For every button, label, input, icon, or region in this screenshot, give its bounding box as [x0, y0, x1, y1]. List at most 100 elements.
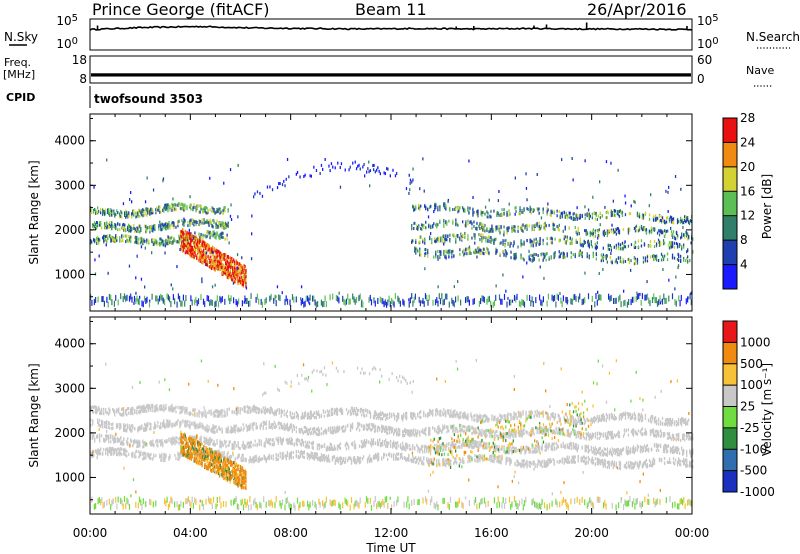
power-panel-cell — [473, 234, 475, 238]
power-panel-cell — [224, 253, 226, 256]
power-panel-cell — [347, 293, 349, 300]
velocity-panel-cell — [150, 439, 152, 443]
power-panel-cell — [408, 301, 410, 308]
power-panel-cell — [152, 227, 154, 231]
power-panel-cell — [413, 222, 415, 225]
power-panel-cell — [472, 196, 474, 199]
power-panel-cell — [212, 207, 214, 211]
velocity-panel-cell — [103, 437, 105, 441]
power-panel-cell — [111, 227, 113, 231]
power-panel-cell — [459, 206, 461, 210]
power-panel-cell — [113, 212, 115, 215]
power-panel-cell — [152, 211, 154, 215]
power-panel-cell — [667, 190, 669, 194]
velocity-panel-cell — [134, 452, 136, 456]
power-panel-cell — [139, 209, 141, 213]
power-panel-cell — [121, 239, 123, 243]
power-panel-cell — [204, 259, 207, 263]
velocity-panel-cell — [213, 414, 215, 418]
velocity-panel-cell — [127, 423, 129, 427]
power-panel-cell — [505, 289, 507, 293]
power-panel-cell — [564, 215, 566, 219]
power-panel-cell — [596, 241, 598, 245]
velocity-panel-cell — [127, 425, 129, 429]
power-panel-cell — [581, 214, 583, 218]
velocity-panel-cell — [105, 408, 107, 412]
power-panel-cell — [227, 255, 229, 259]
power-panel-cell — [276, 285, 279, 289]
power-panel-cell — [476, 221, 478, 225]
power-panel-cell — [517, 226, 519, 230]
power-panel-cell — [169, 208, 171, 212]
power-panel-cell — [478, 233, 480, 237]
power-panel-cell — [142, 214, 144, 218]
velocity-panel-cell — [97, 451, 99, 455]
power-panel-cell — [335, 295, 337, 301]
power-panel-cell — [183, 205, 185, 208]
power-panel-cell — [599, 211, 601, 215]
power-panel-cell — [190, 245, 193, 249]
power-panel-cell — [531, 254, 533, 258]
power-panel-cell — [584, 213, 586, 217]
velocity-panel-cell — [129, 442, 131, 446]
power-panel-cell — [188, 228, 190, 232]
power-panel-cell — [134, 229, 136, 233]
power-panel-cell — [386, 301, 388, 308]
power-panel-cell — [581, 244, 583, 248]
power-panel-cell — [197, 243, 200, 246]
power-panel-cell — [605, 254, 607, 258]
velocity-panel-cell — [148, 404, 150, 408]
power-panel-cell — [281, 183, 284, 187]
power-panel-cell — [192, 218, 194, 222]
power-panel-cell — [143, 295, 146, 302]
power-panel-cell — [508, 209, 510, 213]
power-panel-cell — [661, 231, 664, 235]
power-panel-cell — [554, 227, 556, 231]
power-panel-cell — [128, 211, 130, 215]
power-panel-cell — [213, 230, 215, 234]
power-panel-cell — [457, 223, 459, 227]
power-panel-cell — [499, 252, 501, 256]
power-panel-cell — [214, 235, 216, 239]
velocity-panel-cell — [128, 411, 130, 415]
power-panel-cell — [339, 166, 341, 169]
power-panel-cell — [222, 263, 224, 267]
power-panel-cell — [528, 249, 530, 253]
power-panel-cell — [453, 301, 455, 308]
power-panel-cell — [220, 266, 222, 270]
power-panel-cell — [195, 243, 197, 247]
velocity-panel-cell — [154, 425, 156, 429]
power-panel-cell — [103, 239, 105, 243]
power-panel-cell — [128, 264, 131, 268]
power-panel-cell — [581, 242, 583, 246]
velocity-panel-cell — [125, 409, 127, 412]
power-panel-cell — [501, 298, 503, 305]
power-panel-cell — [186, 236, 188, 240]
velocity-panel-cell — [103, 447, 105, 451]
power-panel-cell — [194, 237, 196, 241]
power-panel-cell — [452, 249, 454, 253]
power-panel-cell — [160, 293, 162, 300]
velocity-panel-cell — [149, 427, 151, 431]
power-panel-cell — [570, 298, 572, 305]
velocity-panel-cell — [152, 439, 154, 443]
power-panel-cell — [590, 240, 592, 244]
velocity-panel-cell — [173, 408, 175, 412]
power-panel-cell — [414, 221, 416, 225]
power-panel-cell — [476, 210, 478, 214]
power-panel-cell — [670, 216, 673, 220]
power-panel-cell — [226, 272, 228, 276]
power-panel-cell — [205, 206, 207, 209]
velocity-panel-cell — [148, 407, 150, 411]
power-panel-cell — [202, 254, 204, 258]
velocity-panel-cell — [175, 422, 177, 426]
power-panel-cell — [645, 228, 648, 232]
power-panel-cell — [424, 293, 427, 300]
power-panel-cell — [571, 241, 573, 245]
velocity-panel-cell — [120, 452, 122, 455]
velocity-panel-cell — [110, 436, 112, 440]
velocity-panel-cell — [175, 457, 177, 461]
power-panel-cell — [222, 272, 224, 275]
power-panel-cell — [424, 238, 426, 242]
power-panel-cell — [217, 249, 219, 253]
